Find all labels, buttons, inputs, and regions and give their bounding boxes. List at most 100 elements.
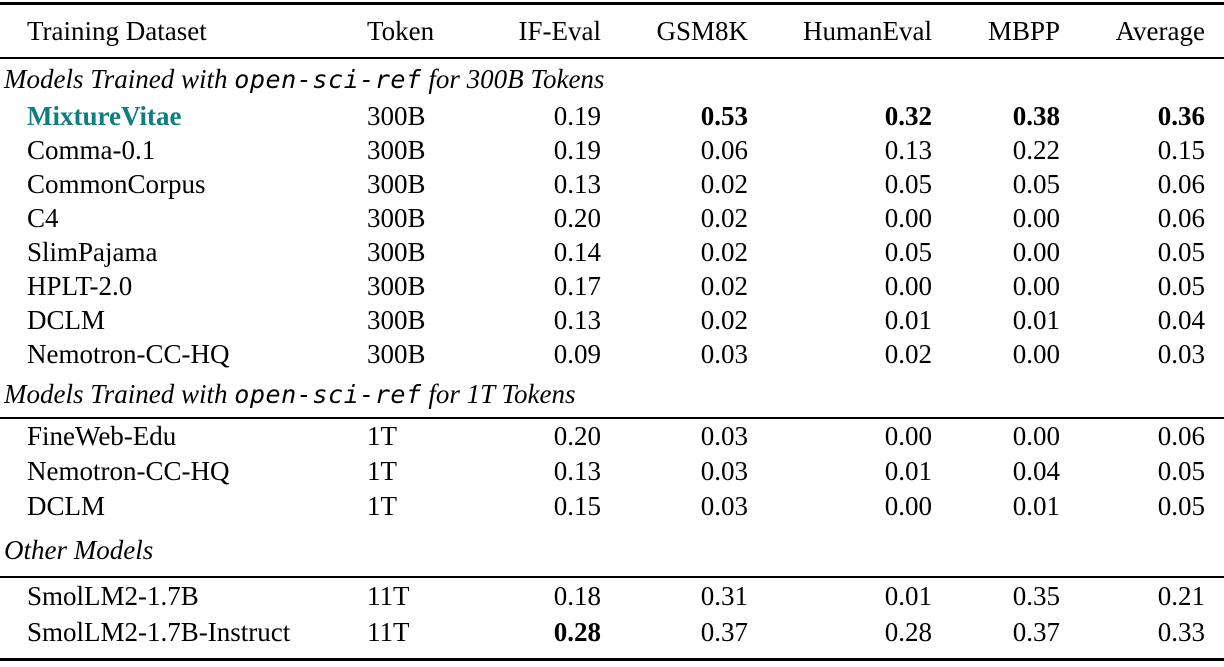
benchmark-table: Training DatasetTokensIF-EvalGSM8KHumanE… xyxy=(0,5,1224,650)
table-row-smollm2-1-7b: SmolLM2-1.7B 11T 0.18 0.31 0.01 0.35 0.21 xyxy=(0,577,1224,614)
dataset-name: CommonCorpus xyxy=(27,168,206,199)
metric-value-average: 0.05 xyxy=(1157,491,1205,521)
tokens-value: 300B xyxy=(367,202,426,233)
metric-value-average: 0.05 xyxy=(1157,456,1205,486)
section-heading-text: for 300B Tokens xyxy=(421,63,605,94)
metric-value-average: 0.15 xyxy=(1157,134,1205,165)
metric-value-if-eval: 0.14 xyxy=(553,236,601,267)
metric-value-humaneval: 0.01 xyxy=(884,304,932,335)
metric-value-mbpp: 0.35 xyxy=(1012,580,1060,611)
dataset-name: MixtureVitae xyxy=(27,100,182,131)
metric-value-if-eval: 0.18 xyxy=(553,580,601,611)
column-header-if-eval: IF-Eval xyxy=(435,5,605,59)
section-heading-row: Models Trained with open-sci-ref for 300… xyxy=(0,58,1224,99)
column-header-gsm8k: GSM8K xyxy=(605,5,752,59)
metric-value-gsm8k: 0.03 xyxy=(700,491,748,521)
section-heading-text: for 1T Tokens xyxy=(421,378,576,409)
tokens-value: 300B xyxy=(367,270,426,301)
tokens-value: 1T xyxy=(367,421,397,451)
dataset-name: FineWeb-Edu xyxy=(27,421,177,451)
dataset-name: Comma-0.1 xyxy=(27,134,156,165)
tokens-value: 300B xyxy=(367,100,426,131)
metric-value-mbpp: 0.01 xyxy=(1012,491,1060,521)
metric-value-average: 0.05 xyxy=(1157,236,1205,267)
table-row-nemotron-cc-hq: Nemotron-CC-HQ 1T 0.13 0.03 0.01 0.04 0.05 xyxy=(0,454,1224,489)
table-row-comma-0-1: Comma-0.1 300B 0.19 0.06 0.13 0.22 0.15 xyxy=(0,133,1224,167)
section-heading-row: Other Models xyxy=(0,524,1224,578)
metric-value-gsm8k: 0.02 xyxy=(700,202,748,233)
section-heading-text: Other Models xyxy=(4,534,154,565)
metric-value-if-eval: 0.19 xyxy=(553,100,601,131)
table-body: Models Trained with open-sci-ref for 300… xyxy=(0,58,1224,650)
metric-value-gsm8k: 0.37 xyxy=(700,616,748,647)
dataset-name: Nemotron-CC-HQ xyxy=(27,456,230,486)
metric-value-humaneval: 0.00 xyxy=(884,202,932,233)
metric-value-average: 0.05 xyxy=(1157,270,1205,301)
metric-value-mbpp: 0.00 xyxy=(1012,421,1060,451)
metric-value-humaneval: 0.28 xyxy=(884,616,932,647)
metric-value-humaneval: 0.05 xyxy=(884,236,932,267)
metric-value-if-eval: 0.13 xyxy=(553,304,601,335)
metric-value-average: 0.36 xyxy=(1157,100,1205,131)
metric-value-humaneval: 0.32 xyxy=(884,100,932,131)
section-heading-code: open-sci-ref xyxy=(234,379,422,409)
dataset-name: C4 xyxy=(27,202,59,233)
metric-value-humaneval: 0.01 xyxy=(884,456,932,486)
metric-value-if-eval: 0.20 xyxy=(553,421,601,451)
tokens-value: 1T xyxy=(367,456,397,486)
metric-value-mbpp: 0.00 xyxy=(1012,202,1060,233)
section-heading-text: Models Trained with xyxy=(4,63,235,94)
metric-value-humaneval: 0.13 xyxy=(884,134,932,165)
column-header-average: Average xyxy=(1064,5,1224,59)
metric-value-if-eval: 0.19 xyxy=(553,134,601,165)
metric-value-mbpp: 0.38 xyxy=(1012,100,1060,131)
metric-value-if-eval: 0.17 xyxy=(553,270,601,301)
metric-value-if-eval: 0.09 xyxy=(553,338,601,369)
metric-value-gsm8k: 0.02 xyxy=(700,304,748,335)
table-row-commoncorpus: CommonCorpus 300B 0.13 0.02 0.05 0.05 0.06 xyxy=(0,167,1224,201)
metric-value-humaneval: 0.05 xyxy=(884,168,932,199)
section-heading: Other Models xyxy=(0,524,1224,578)
metric-value-gsm8k: 0.03 xyxy=(700,338,748,369)
metric-value-gsm8k: 0.02 xyxy=(700,236,748,267)
metric-value-mbpp: 0.37 xyxy=(1012,616,1060,647)
dataset-name: DCLM xyxy=(27,304,106,335)
metric-value-gsm8k: 0.06 xyxy=(700,134,748,165)
dataset-name: SmolLM2-1.7B-Instruct xyxy=(27,616,291,647)
table-row-slimpajama: SlimPajama 300B 0.14 0.02 0.05 0.00 0.05 xyxy=(0,235,1224,269)
tokens-value: 11T xyxy=(367,616,410,647)
metric-value-mbpp: 0.00 xyxy=(1012,338,1060,369)
metric-value-gsm8k: 0.03 xyxy=(700,421,748,451)
metric-value-if-eval: 0.15 xyxy=(553,491,601,521)
tokens-value: 300B xyxy=(367,338,426,369)
table-row-hplt-2-0: HPLT-2.0 300B 0.17 0.02 0.00 0.00 0.05 xyxy=(0,269,1224,303)
metric-value-mbpp: 0.22 xyxy=(1012,134,1060,165)
metric-value-average: 0.04 xyxy=(1157,304,1205,335)
metric-value-mbpp: 0.05 xyxy=(1012,168,1060,199)
dataset-name: SlimPajama xyxy=(27,236,158,267)
section-heading-text: Models Trained with xyxy=(4,378,235,409)
column-header-tokens: Tokens xyxy=(340,5,435,59)
section-heading-row: Models Trained with open-sci-ref for 1T … xyxy=(0,371,1224,419)
metric-value-if-eval: 0.13 xyxy=(553,168,601,199)
section-heading: Models Trained with open-sci-ref for 300… xyxy=(0,58,1224,99)
metric-value-average: 0.06 xyxy=(1157,421,1205,451)
tokens-value: 1T xyxy=(367,491,397,521)
dataset-name: Nemotron-CC-HQ xyxy=(27,338,230,369)
dataset-name: SmolLM2-1.7B xyxy=(27,580,199,611)
metric-value-if-eval: 0.28 xyxy=(553,616,601,647)
metric-value-mbpp: 0.00 xyxy=(1012,270,1060,301)
metric-value-humaneval: 0.02 xyxy=(884,338,932,369)
table-row-mixturevitae: MixtureVitae 300B 0.19 0.53 0.32 0.38 0.36 xyxy=(0,99,1224,133)
metric-value-gsm8k: 0.02 xyxy=(700,270,748,301)
tokens-value: 11T xyxy=(367,580,410,611)
section-heading: Models Trained with open-sci-ref for 1T … xyxy=(0,371,1224,419)
table-row-dclm: DCLM 1T 0.15 0.03 0.00 0.01 0.05 xyxy=(0,489,1224,524)
metric-value-average: 0.03 xyxy=(1157,338,1205,369)
tokens-value: 300B xyxy=(367,134,426,165)
metric-value-humaneval: 0.00 xyxy=(884,491,932,521)
tokens-value: 300B xyxy=(367,168,426,199)
section-heading-code: open-sci-ref xyxy=(234,64,422,94)
metric-value-average: 0.06 xyxy=(1157,168,1205,199)
tokens-value: 300B xyxy=(367,236,426,267)
